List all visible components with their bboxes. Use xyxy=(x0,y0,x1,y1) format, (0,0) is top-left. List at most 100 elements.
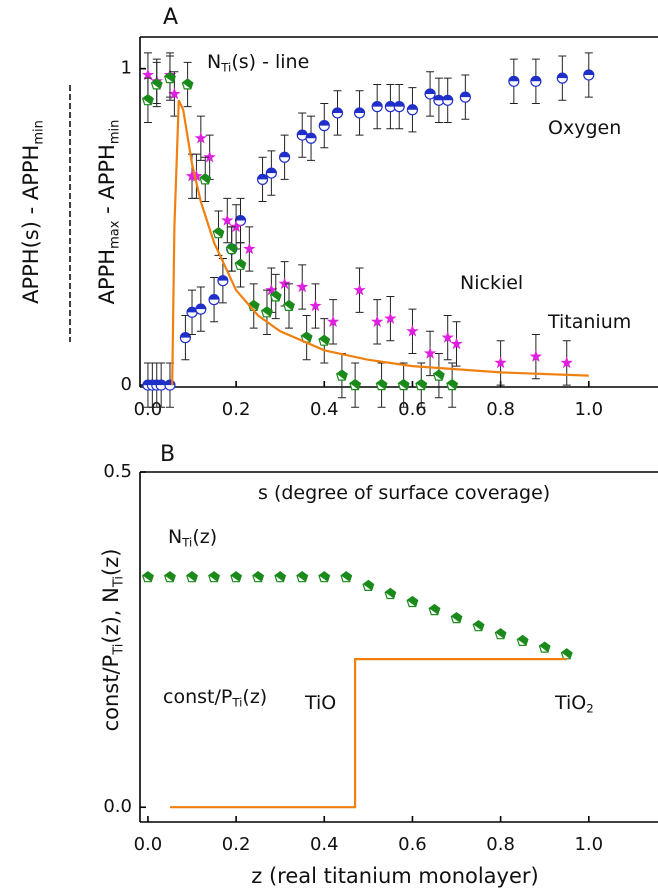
marker-fill xyxy=(248,300,259,311)
marker-fill xyxy=(517,635,528,646)
point xyxy=(141,94,154,106)
text-part: N xyxy=(207,51,221,73)
marker-fill xyxy=(433,370,445,381)
marker-fill xyxy=(297,130,308,136)
point xyxy=(243,242,256,255)
point xyxy=(406,595,419,608)
point xyxy=(283,299,295,311)
point xyxy=(208,571,221,583)
point xyxy=(384,587,397,600)
marker-fill xyxy=(266,168,277,174)
point xyxy=(208,294,220,306)
marker-face xyxy=(560,356,573,369)
subscript: 2 xyxy=(586,701,594,715)
point xyxy=(415,378,428,391)
subscript: Ti xyxy=(181,535,192,549)
marker-fill xyxy=(495,628,506,639)
marker-face xyxy=(494,356,507,369)
point xyxy=(278,151,291,163)
text-part: (s) - line xyxy=(231,51,309,73)
point xyxy=(583,69,595,81)
label: s (degree of surface coverage) xyxy=(258,482,550,504)
marker-face xyxy=(309,299,322,312)
marker-face xyxy=(450,337,463,350)
point xyxy=(230,571,243,583)
marker-fill xyxy=(180,332,191,338)
marker-face xyxy=(141,68,155,81)
point xyxy=(331,107,344,119)
marker-fill xyxy=(557,73,568,79)
point xyxy=(560,356,573,369)
x-tick-label: 0.8 xyxy=(486,834,515,855)
point xyxy=(397,378,410,391)
point xyxy=(300,331,313,343)
marker-fill xyxy=(274,571,286,582)
point xyxy=(318,120,330,132)
marker-fill xyxy=(319,571,330,582)
x-tick-label: 0.4 xyxy=(310,399,339,420)
point xyxy=(269,290,282,302)
label: Oxygen xyxy=(548,117,621,139)
point xyxy=(529,350,543,362)
text-part: (z), N xyxy=(99,587,123,643)
marker-fill xyxy=(451,612,462,623)
marker-face xyxy=(423,347,437,359)
subscript: min xyxy=(31,120,46,145)
point xyxy=(260,306,273,318)
marker-face xyxy=(441,331,454,343)
marker-fill xyxy=(142,94,154,105)
point xyxy=(450,337,463,350)
marker-fill xyxy=(473,620,484,631)
subscript: max xyxy=(107,220,122,249)
text-part: TiO xyxy=(304,692,336,714)
point xyxy=(296,571,309,583)
point xyxy=(225,242,238,255)
panel-label: B xyxy=(160,442,175,467)
marker-fill xyxy=(341,571,352,582)
point xyxy=(556,72,568,84)
label: const/PTi(z) xyxy=(163,686,267,710)
marker-fill xyxy=(319,335,330,346)
point xyxy=(150,78,163,90)
point xyxy=(384,101,397,113)
marker-fill xyxy=(252,571,264,582)
point xyxy=(203,150,216,163)
marker-face xyxy=(168,87,181,100)
point xyxy=(296,280,309,293)
point xyxy=(164,379,176,391)
text-part: - APPH xyxy=(95,144,119,220)
marker-fill xyxy=(425,88,436,94)
point xyxy=(179,332,192,344)
point xyxy=(560,648,573,660)
point xyxy=(305,132,317,144)
marker-fill xyxy=(332,107,343,113)
marker-fill xyxy=(151,78,162,89)
marker-fill xyxy=(187,307,198,313)
text-part: APPH(s) - APPH xyxy=(19,145,43,304)
point xyxy=(472,619,485,632)
point xyxy=(212,226,225,239)
marker-fill xyxy=(195,304,206,310)
point xyxy=(441,331,454,343)
marker-fill xyxy=(297,571,308,582)
marker-face xyxy=(296,280,309,293)
text-part: const/P xyxy=(163,686,232,708)
marker-fill xyxy=(372,101,383,107)
x-tick-label: 0.2 xyxy=(222,834,251,855)
point xyxy=(141,68,155,81)
point xyxy=(353,283,366,296)
marker-fill xyxy=(385,101,396,107)
panel-label: A xyxy=(163,5,178,30)
point xyxy=(362,579,375,591)
x-tick-label: 0.4 xyxy=(310,834,339,855)
marker-face xyxy=(194,131,207,144)
point xyxy=(181,78,194,90)
point xyxy=(221,214,234,226)
text-part: Oxygen xyxy=(548,117,621,139)
marker-face xyxy=(265,283,278,296)
point xyxy=(186,571,199,583)
point xyxy=(494,628,507,640)
point xyxy=(406,324,419,337)
x-tick-label: 0.8 xyxy=(486,399,515,420)
